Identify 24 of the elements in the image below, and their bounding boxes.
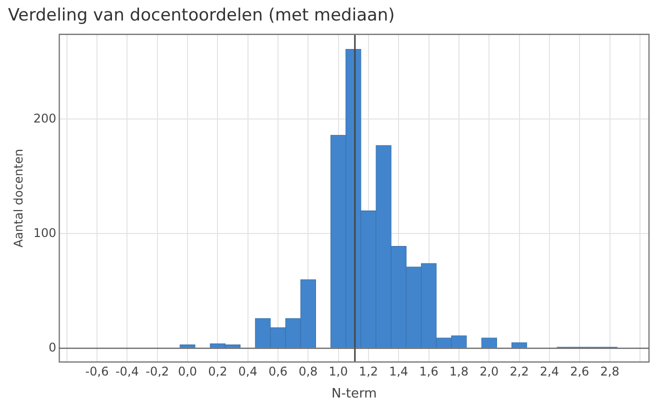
x-tick-label: -0,2: [146, 364, 170, 378]
chart-title: Verdeling van docentoordelen (met mediaan): [8, 6, 395, 26]
x-tick-label: 1,8: [449, 364, 469, 378]
x-tick-label: 2,6: [570, 364, 590, 378]
y-tick-label: 0: [48, 340, 56, 354]
x-tick-label: 2,0: [480, 364, 499, 378]
x-tick-label: 0,4: [238, 364, 258, 378]
x-tick-label: 1,2: [358, 364, 378, 378]
x-tick-label: 0,8: [298, 364, 318, 378]
x-tick-label: 1,6: [419, 364, 438, 378]
x-tick-label: 2,4: [540, 364, 560, 378]
y-tick-label: 100: [33, 226, 56, 240]
x-tick-label: -0,6: [85, 364, 109, 378]
x-tick-label: 2,2: [510, 364, 529, 378]
x-tick-label: -0,4: [115, 364, 139, 378]
x-axis-title: N-term: [332, 386, 377, 402]
x-tick-label: 1,4: [389, 364, 408, 378]
y-tick-label: 200: [33, 111, 56, 126]
x-tick-label: 2,8: [600, 364, 620, 378]
x-tick-label: 1,0: [328, 364, 348, 378]
x-tick-label: 0,2: [208, 364, 228, 378]
y-axis-title: Aantal docenten: [11, 148, 26, 248]
x-tick-label: 0,6: [268, 364, 288, 378]
x-tick-label: 0,0: [178, 364, 198, 378]
